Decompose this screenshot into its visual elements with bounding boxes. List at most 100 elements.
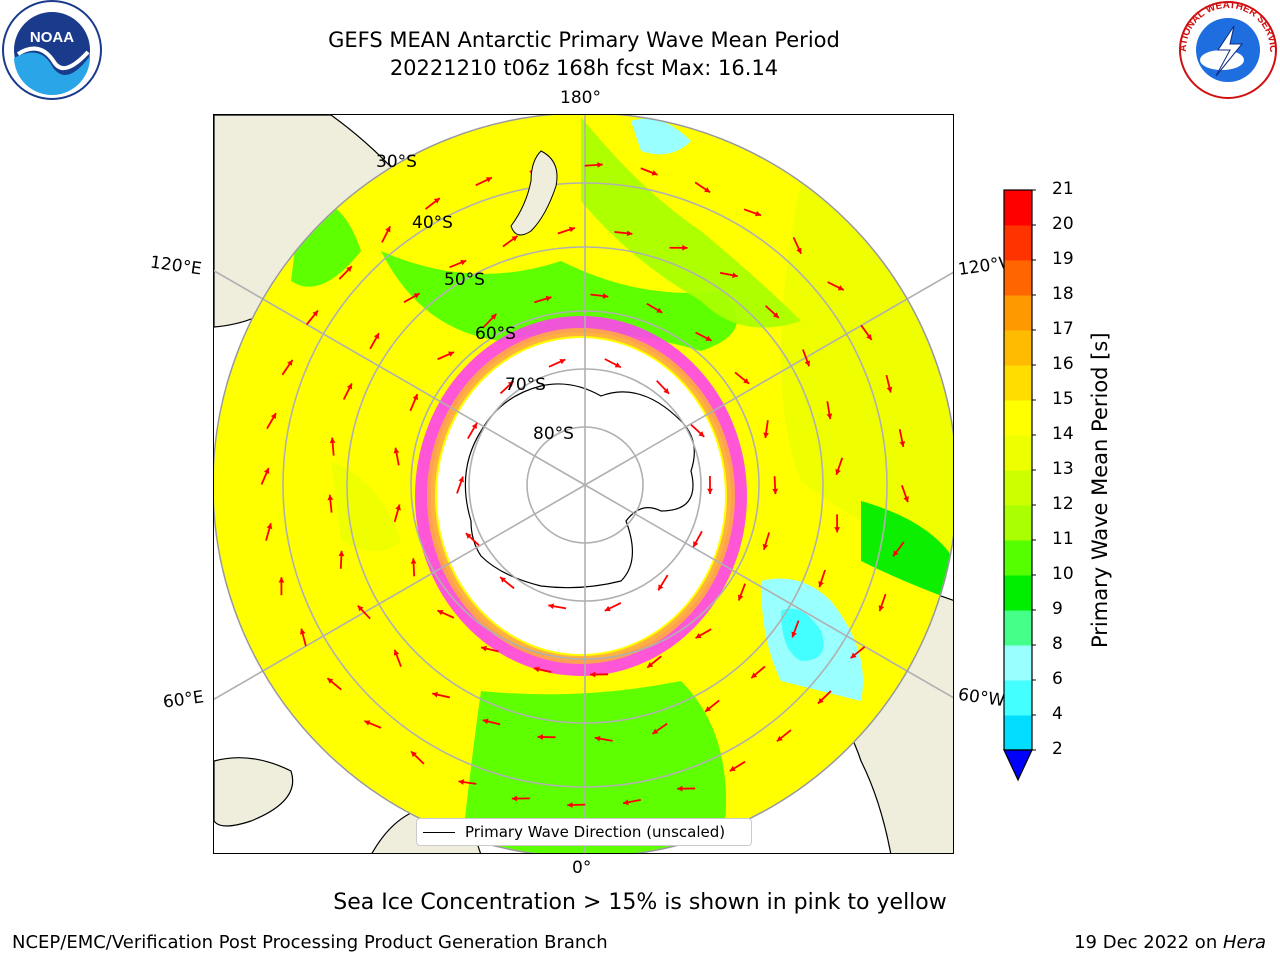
direction-arrow bbox=[750, 665, 766, 679]
direction-arrow bbox=[791, 620, 800, 638]
direction-arrow bbox=[424, 197, 441, 210]
lon-label-0: 0° bbox=[572, 858, 592, 878]
lat-label-60s: 60°S bbox=[475, 324, 516, 344]
colorbar-tick-label: 6 bbox=[1052, 669, 1063, 689]
colorbar-tick-label: 9 bbox=[1052, 599, 1063, 619]
direction-arrow bbox=[364, 720, 382, 729]
footer-date-text: 19 Dec 2022 on bbox=[1074, 932, 1223, 953]
direction-arrow bbox=[885, 374, 893, 393]
direction-arrow bbox=[594, 735, 613, 742]
direction-arrow bbox=[802, 349, 811, 367]
colorbar-tick-label: 2 bbox=[1052, 739, 1063, 759]
colorbar-band bbox=[1004, 575, 1032, 611]
map-legend: Primary Wave Direction (unscaled) bbox=[416, 818, 752, 846]
direction-arrow bbox=[499, 576, 515, 590]
colorbar-tick-label: 4 bbox=[1052, 704, 1063, 724]
direction-arrow bbox=[449, 259, 467, 269]
lon-label-60e: 60°E bbox=[161, 687, 206, 713]
colorbar-tick-label: 10 bbox=[1052, 564, 1074, 584]
direction-arrow bbox=[403, 292, 421, 303]
direction-arrow bbox=[533, 666, 552, 673]
legend-line-icon bbox=[423, 831, 455, 833]
lon-label-60w: 60°W bbox=[956, 684, 1007, 712]
direction-arrow bbox=[792, 237, 802, 255]
colorbar-band bbox=[1004, 680, 1032, 716]
lon-label-180: 180° bbox=[560, 88, 601, 108]
direction-arrow bbox=[537, 734, 556, 740]
direction-arrow bbox=[357, 604, 371, 620]
direction-arrow bbox=[338, 265, 353, 280]
direction-arrow bbox=[622, 798, 641, 806]
direction-arrow bbox=[329, 437, 336, 456]
direction-arrow bbox=[584, 161, 603, 168]
colorbar-band bbox=[1004, 225, 1032, 261]
direction-arrow bbox=[651, 722, 668, 735]
direction-arrow bbox=[265, 523, 273, 541]
direction-arrow bbox=[432, 691, 450, 699]
colorbar-tick-label: 14 bbox=[1052, 424, 1074, 444]
direction-arrow bbox=[326, 677, 342, 691]
direction-arrow bbox=[369, 332, 380, 350]
direction-arrow bbox=[772, 476, 779, 495]
footer-date: 19 Dec 2022 on Hera bbox=[1074, 932, 1266, 953]
lat-label-50s: 50°S bbox=[444, 270, 485, 290]
direction-arrow bbox=[511, 795, 530, 802]
colorbar-band bbox=[1004, 470, 1032, 506]
direction-arrow bbox=[776, 729, 792, 742]
direction-arrow bbox=[677, 785, 696, 792]
direction-arrow bbox=[763, 420, 769, 439]
direction-arrow bbox=[640, 167, 658, 176]
direction-arrow bbox=[482, 718, 501, 726]
direction-arrow bbox=[475, 176, 493, 187]
direction-arrow bbox=[762, 532, 771, 551]
direction-arrow bbox=[437, 351, 455, 361]
colorbar-tick-label: 8 bbox=[1052, 634, 1063, 654]
direction-arrow bbox=[590, 671, 609, 678]
direction-arrow bbox=[338, 550, 345, 569]
colorbar-tick-label: 15 bbox=[1052, 389, 1074, 409]
colorbar-band bbox=[1004, 330, 1032, 366]
direction-arrow bbox=[281, 359, 294, 376]
direction-arrow bbox=[695, 331, 712, 342]
lat-label-40s: 40°S bbox=[412, 213, 453, 233]
direction-arrow bbox=[898, 429, 906, 448]
direction-arrow bbox=[480, 645, 499, 653]
lon-label-120e: 120°E bbox=[148, 252, 203, 280]
direction-arrow bbox=[410, 750, 425, 765]
direction-arrow bbox=[892, 541, 905, 557]
direction-arrow bbox=[458, 779, 477, 785]
colorbar bbox=[1003, 189, 1036, 782]
direction-arrow bbox=[818, 569, 826, 588]
colorbar-under-arrow bbox=[1003, 749, 1033, 782]
colorbar-band bbox=[1004, 260, 1032, 296]
direction-arrow bbox=[437, 609, 455, 619]
direction-arrow bbox=[704, 699, 720, 713]
direction-arrow bbox=[590, 293, 609, 299]
direction-arrow bbox=[737, 583, 746, 601]
direction-arrow bbox=[393, 504, 401, 523]
legend-label: Primary Wave Direction (unscaled) bbox=[465, 823, 726, 841]
colorbar-tick-label: 20 bbox=[1052, 214, 1074, 234]
footer-host: Hera bbox=[1222, 932, 1266, 953]
colorbar-band bbox=[1004, 400, 1032, 436]
direction-arrow bbox=[499, 380, 515, 395]
direction-arrow bbox=[409, 393, 419, 412]
direction-arrow bbox=[646, 302, 663, 314]
colorbar-band bbox=[1004, 295, 1032, 331]
direction-arrow bbox=[850, 646, 866, 659]
direction-arrow bbox=[707, 475, 713, 495]
colorbar-tick-label: 18 bbox=[1052, 284, 1074, 304]
lat-label-70s: 70°S bbox=[505, 375, 546, 395]
direction-arrow bbox=[695, 628, 712, 639]
direction-arrow bbox=[502, 235, 519, 248]
direction-arrow bbox=[260, 467, 270, 485]
direction-arrow bbox=[669, 244, 688, 251]
direction-arrow bbox=[483, 313, 498, 328]
direction-arrow bbox=[465, 532, 480, 546]
colorbar-band bbox=[1004, 645, 1032, 681]
direction-arrow bbox=[834, 514, 840, 533]
direction-arrow bbox=[764, 305, 780, 319]
colorbar-tick-label: 13 bbox=[1052, 459, 1074, 479]
direction-arrow bbox=[548, 358, 566, 368]
colorbar-band bbox=[1004, 715, 1032, 751]
